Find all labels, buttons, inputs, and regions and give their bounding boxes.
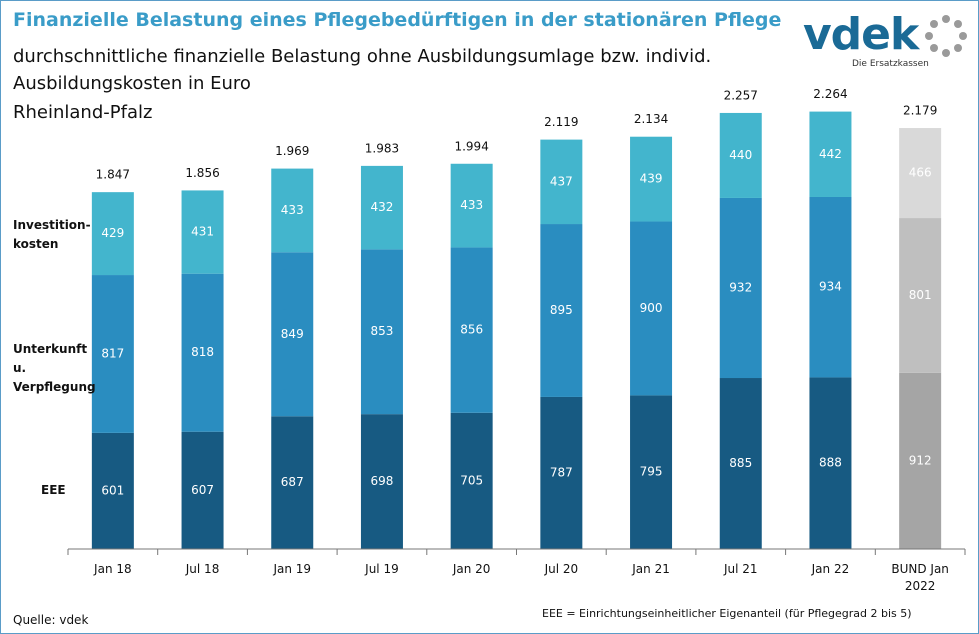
value-label: 433 (460, 198, 483, 212)
total-label: 1.847 (96, 168, 130, 182)
source: Quelle: vdek (13, 613, 89, 627)
x-tick-label: Jan 22 (811, 562, 850, 576)
total-label: 2.134 (634, 112, 668, 126)
value-label: 853 (370, 324, 393, 338)
total-label: 1.994 (454, 139, 488, 153)
bar-segment (899, 128, 942, 219)
bar-segment (271, 252, 314, 417)
bar-segment (450, 247, 493, 413)
value-label: 429 (101, 226, 124, 240)
x-tick-label: Jul 18 (185, 562, 220, 576)
value-label: 466 (909, 166, 932, 180)
bar-segment (719, 197, 762, 379)
bar-segment (809, 196, 852, 378)
total-label: 2.264 (813, 87, 847, 101)
logo: vdek (803, 9, 919, 60)
bar-segment (271, 416, 314, 549)
value-label: 818 (191, 345, 214, 359)
bar-segment (181, 431, 224, 549)
value-label: 437 (550, 174, 573, 188)
legend-label: Investition-kosten (13, 218, 91, 251)
bar-segment (271, 168, 314, 253)
subtitle: durchschnittliche finanzielle Belastung … (13, 46, 712, 94)
bar-segment (899, 218, 942, 373)
bar-segment (450, 412, 493, 549)
value-label: 607 (191, 483, 214, 497)
bar-segment (360, 165, 403, 250)
value-label: 895 (550, 303, 573, 317)
value-label: 439 (640, 172, 663, 186)
bar-segment (540, 396, 583, 549)
footnote: EEE = Einrichtungseinheitlicher Eigenant… (542, 607, 912, 620)
bar-segment (91, 192, 134, 276)
bar-segment (360, 249, 403, 415)
bar-segment (809, 377, 852, 549)
bar-segment (450, 163, 493, 248)
bar-segment (540, 224, 583, 397)
bar-segment (181, 273, 224, 432)
total-label: 1.856 (185, 166, 219, 180)
total-label: 2.179 (903, 104, 937, 118)
value-label: 705 (460, 473, 483, 487)
chart-title: Finanzielle Belastung eines Pflegebedürf… (13, 9, 782, 31)
bar-segment (91, 275, 134, 433)
total-label: 1.969 (275, 144, 309, 158)
bar-segment (540, 139, 583, 225)
bar-segment (899, 372, 942, 549)
bar-segment (719, 112, 762, 198)
bar-segment (630, 136, 673, 222)
value-label: 601 (101, 483, 124, 497)
value-label: 885 (729, 456, 752, 470)
value-label: 900 (640, 301, 663, 315)
value-label: 687 (281, 475, 304, 489)
x-tick-label: Jan 19 (273, 562, 312, 576)
value-label: 934 (819, 280, 842, 294)
total-label: 2.257 (724, 88, 758, 102)
x-tick-label: Jan 20 (452, 562, 491, 576)
total-label: 1.983 (365, 141, 399, 155)
x-tick-label: Jul 20 (544, 562, 579, 576)
value-label: 795 (640, 465, 663, 479)
value-label: 432 (370, 200, 393, 214)
x-tick-label: Jul 19 (365, 562, 399, 576)
x-tick-label: Jan 21 (632, 562, 670, 576)
value-label: 433 (281, 203, 304, 217)
bar-segment (91, 432, 134, 549)
value-label: 932 (729, 280, 752, 294)
x-tick-label: BUND Jan 2022 (891, 562, 949, 593)
bar-segment (719, 378, 762, 549)
value-label: 912 (909, 453, 932, 467)
region: Rheinland-Pfalz (13, 102, 153, 123)
logo-tagline: Die Ersatzkassen (852, 59, 929, 69)
legend-label: Unterkunft u. Verpflegung (13, 342, 96, 394)
value-label: 787 (550, 465, 573, 479)
total-label: 2.119 (544, 115, 578, 129)
bar-segment (809, 111, 852, 197)
bar-segment (360, 414, 403, 549)
legend-label: EEE (41, 483, 66, 497)
value-label: 431 (191, 225, 214, 239)
value-label: 440 (729, 148, 752, 162)
value-label: 888 (819, 456, 842, 470)
bar-segment (630, 395, 673, 549)
x-tick-label: Jul 21 (723, 562, 758, 576)
logo-icon (925, 15, 967, 57)
value-label: 698 (370, 474, 393, 488)
bar-segment (181, 190, 224, 274)
value-label: 442 (819, 147, 842, 161)
x-tick-label: Jan 18 (94, 562, 132, 576)
value-label: 817 (101, 346, 124, 360)
value-label: 849 (281, 327, 304, 341)
value-label: 856 (460, 323, 483, 337)
value-label: 801 (909, 288, 932, 302)
bar-segment (630, 221, 673, 396)
